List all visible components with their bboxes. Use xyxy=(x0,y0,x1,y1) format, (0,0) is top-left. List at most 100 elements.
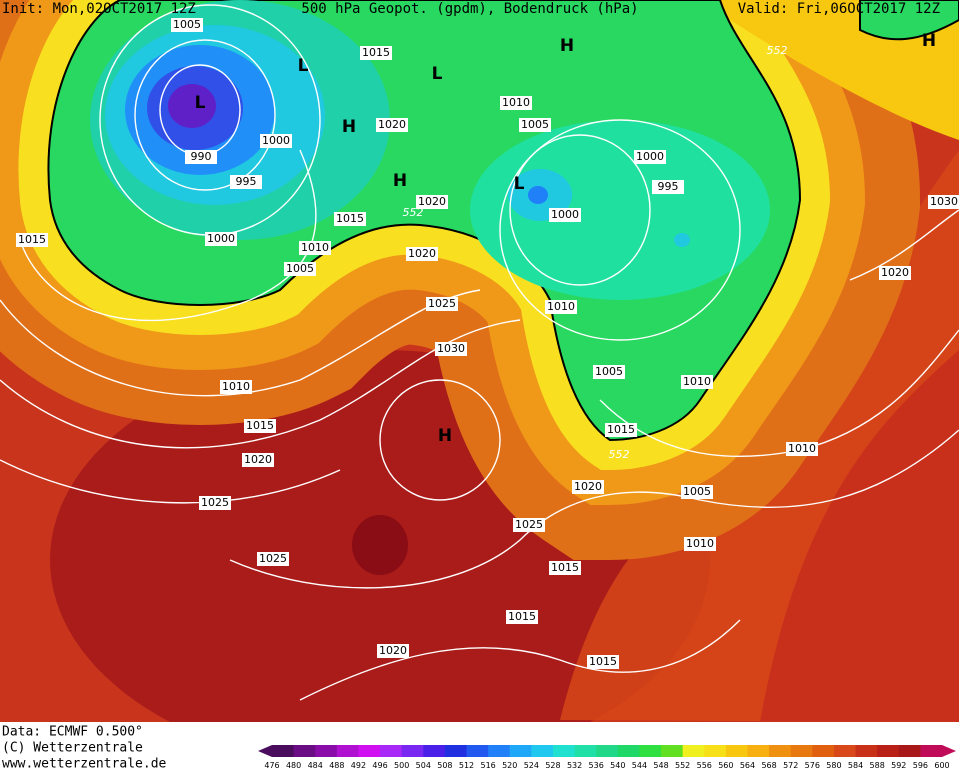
valid-time: Valid: Fri,06OCT2017 12Z xyxy=(738,1,940,17)
isobar-label: 1015 xyxy=(18,233,46,246)
colorbar-label: 488 xyxy=(329,761,344,770)
colorbar-label: 532 xyxy=(567,761,582,770)
colorbar-label: 596 xyxy=(913,761,928,770)
colorbar-box xyxy=(444,745,468,757)
isobar-label-box xyxy=(171,18,203,32)
isobar-label-box xyxy=(220,380,252,394)
colorbar-label: 588 xyxy=(870,761,885,770)
isobar-label-box xyxy=(16,233,48,247)
colorbar-box xyxy=(423,745,446,757)
isobar-label: 1020 xyxy=(244,453,272,466)
isobar-label-box xyxy=(681,375,713,389)
init-time: Init: Mon,02OCT2017 12Z xyxy=(2,1,196,17)
isobar-label: 1020 xyxy=(881,266,909,279)
colorbar-box xyxy=(639,745,662,757)
colorbar-box xyxy=(920,745,943,757)
isobar-label: 1010 xyxy=(788,442,816,455)
isobar-label: 1020 xyxy=(574,480,602,493)
colorbar-label: 504 xyxy=(416,761,431,770)
isobar-label: 1000 xyxy=(636,150,664,163)
isobar-label-box xyxy=(260,134,292,148)
isobar-label-box xyxy=(545,300,577,314)
isobar-label: 995 xyxy=(658,180,679,193)
isobar-label-box xyxy=(257,552,289,566)
isobar-label: 1025 xyxy=(259,552,287,565)
isobar-label-box xyxy=(500,96,532,110)
isobar-label-box xyxy=(605,423,637,437)
isobar-label-box xyxy=(572,480,604,494)
colorbar-label: 512 xyxy=(459,761,474,770)
pressure-center: H xyxy=(438,426,452,446)
pressure-center: L xyxy=(298,56,309,76)
isobar-label: 1000 xyxy=(551,208,579,221)
isobar-label-box xyxy=(376,118,408,132)
colorbar-end xyxy=(258,745,272,757)
colorbar-box xyxy=(704,745,727,757)
colorbar-box xyxy=(531,745,554,757)
colorbar-box xyxy=(596,745,619,757)
colorbar-label: 528 xyxy=(545,761,560,770)
geopotential-label: 552 xyxy=(609,448,630,461)
isobar-label-box xyxy=(879,266,911,280)
pressure-center: H xyxy=(560,36,574,56)
colorbar-label: 584 xyxy=(848,761,863,770)
colorbar-label: 476 xyxy=(264,761,279,770)
isobar-label-box xyxy=(334,212,366,226)
isobar-label-box xyxy=(299,241,331,255)
colorbar-label: 600 xyxy=(934,761,949,770)
isobar-label: 1020 xyxy=(378,118,406,131)
isobar-label: 1015 xyxy=(508,610,536,623)
colorbar-label: 516 xyxy=(480,761,495,770)
colorbar-label: 568 xyxy=(761,761,776,770)
colorbar-label: 484 xyxy=(308,761,323,770)
isobar-label-box xyxy=(928,195,959,209)
isobar-label: 1030 xyxy=(437,342,465,355)
isobar-label: 990 xyxy=(191,150,212,163)
geopotential-label: 552 xyxy=(403,206,424,219)
isobar-label: 1025 xyxy=(201,496,229,509)
isobar-label: 1005 xyxy=(173,18,201,31)
colorbar-box xyxy=(833,745,857,757)
isobar-label: 1015 xyxy=(589,655,617,668)
isobar-label-box xyxy=(549,561,581,575)
isobar-label-box xyxy=(284,262,316,276)
isobar-label-box xyxy=(652,180,684,194)
colorbar-box xyxy=(790,745,813,757)
isobar-label: 1015 xyxy=(362,46,390,59)
isobar-label: 1025 xyxy=(515,518,543,531)
pressure-center: L xyxy=(432,64,443,84)
colorbar-box xyxy=(769,745,792,757)
map-title: 500 hPa Geopot. (gpdm), Bodendruck (hPa) xyxy=(301,1,638,17)
isobar-label: 1000 xyxy=(262,134,290,147)
isobar-label-box xyxy=(549,208,581,222)
colorbar-label: 520 xyxy=(502,761,517,770)
isobar-label: 1025 xyxy=(428,297,456,310)
isobar-label: 1010 xyxy=(547,300,575,313)
isobar-label-box xyxy=(587,655,619,669)
colorbar-box xyxy=(466,745,489,757)
colorbar-label: 556 xyxy=(697,761,712,770)
isobar-label-box xyxy=(199,496,231,510)
isobar-label: 1010 xyxy=(222,380,250,393)
isobar-label-box xyxy=(506,610,538,624)
colorbar-box xyxy=(552,745,576,757)
isobar-label-box xyxy=(377,644,409,658)
isobar-label: 1010 xyxy=(502,96,530,109)
pressure-center: L xyxy=(514,174,525,194)
isobar-label-box xyxy=(360,46,392,60)
isobar-label: 1015 xyxy=(551,561,579,574)
isobar-label-box xyxy=(684,537,716,551)
colorbar-label: 564 xyxy=(740,761,755,770)
colorbar-label: 524 xyxy=(524,761,539,770)
isobar-label: 1000 xyxy=(207,232,235,245)
colorbar-label: 576 xyxy=(805,761,820,770)
isobar-label: 1010 xyxy=(683,375,711,388)
colorbar-box xyxy=(272,745,295,757)
isobar-label-box xyxy=(205,232,237,246)
isobar-label: 1020 xyxy=(379,644,407,657)
copyright: (C) Wetterzentrale xyxy=(2,741,143,756)
isobar-label: 1015 xyxy=(607,423,635,436)
colorbar-box xyxy=(682,745,705,757)
